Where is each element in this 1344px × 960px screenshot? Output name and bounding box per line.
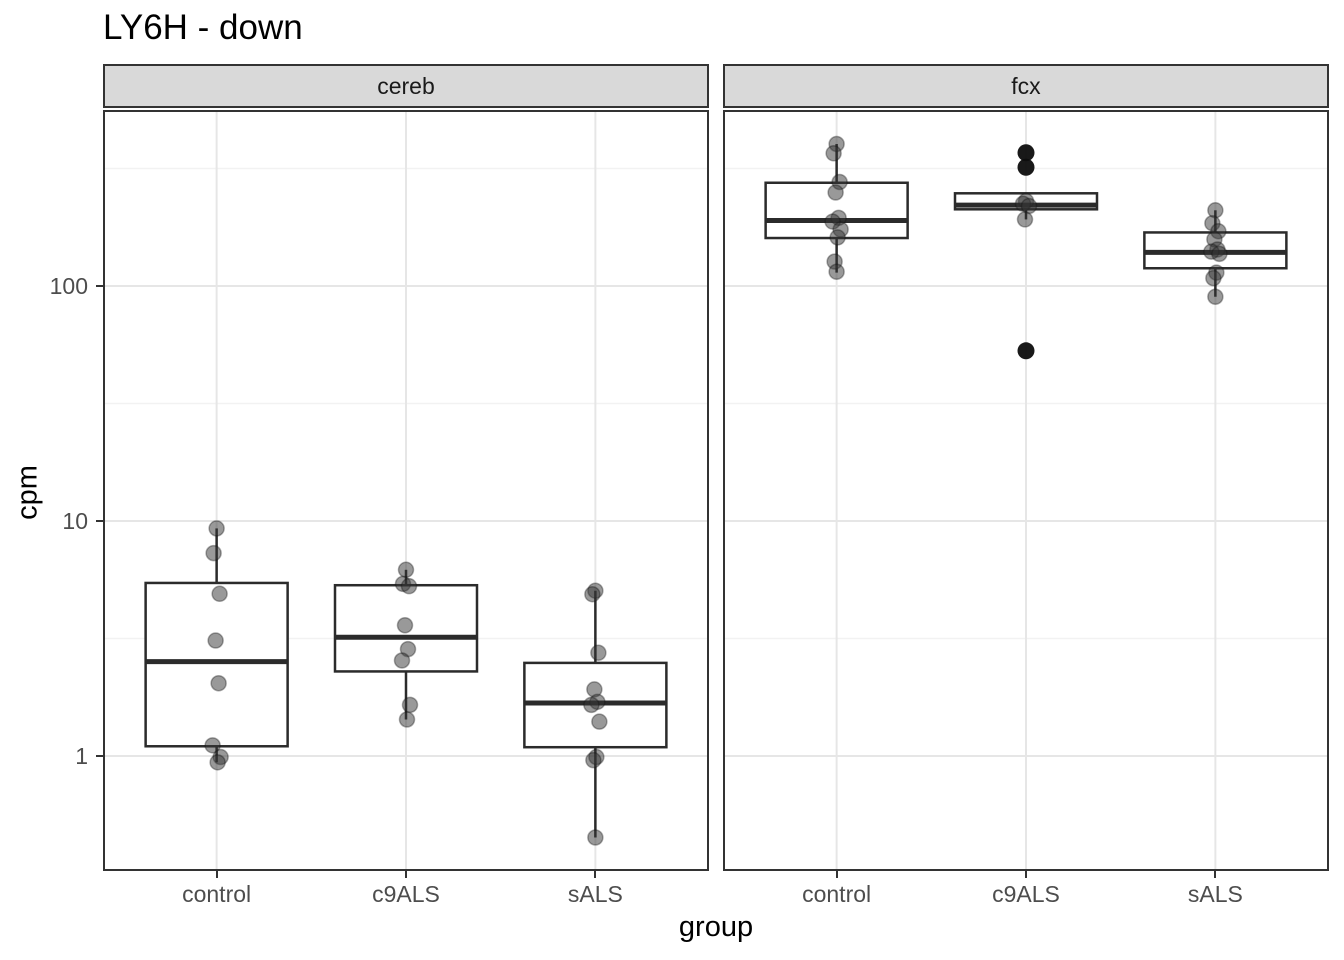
facet-fcx: fcx — [723, 64, 1329, 871]
data-point — [209, 754, 226, 771]
x-tick-label: sALS — [567, 881, 623, 907]
x-tick-label: c9ALS — [372, 881, 440, 907]
data-point — [401, 696, 419, 714]
plot-title: LY6H - down — [103, 8, 303, 47]
x-tick — [1214, 871, 1217, 878]
data-point — [210, 674, 227, 692]
data-point — [827, 184, 844, 201]
facet-strip-label: fcx — [1011, 72, 1041, 99]
y-tick — [96, 755, 103, 757]
data-point — [828, 263, 845, 280]
data-point — [585, 751, 602, 769]
data-point — [825, 145, 842, 162]
panel-border — [723, 110, 1329, 871]
panel-cereb — [103, 110, 709, 871]
data-point — [207, 632, 224, 649]
x-tick-label: c9ALS — [992, 881, 1060, 907]
outlier-point — [1017, 158, 1035, 176]
x-axis-title: group — [678, 911, 754, 943]
data-point — [398, 711, 416, 728]
x-tick-label: sALS — [1187, 881, 1243, 907]
data-point — [205, 544, 222, 562]
data-point — [211, 585, 228, 603]
y-tick-label: 100 — [49, 273, 88, 299]
data-point — [400, 577, 418, 595]
facet-strip-fcx: fcx — [723, 64, 1329, 108]
x-tick-label: control — [182, 881, 252, 907]
facet-cereb: cereb — [103, 64, 709, 871]
data-point — [587, 829, 604, 846]
y-tick-label: 1 — [75, 743, 88, 769]
data-point — [204, 737, 221, 754]
x-tick — [835, 871, 838, 878]
panel-border — [103, 110, 709, 871]
data-point — [591, 713, 608, 730]
x-tick — [1025, 871, 1027, 878]
data-point — [1207, 288, 1224, 306]
x-tick — [594, 871, 597, 878]
y-tick — [96, 285, 103, 287]
data-point — [584, 585, 601, 603]
data-point — [208, 520, 225, 537]
outlier-point — [1017, 144, 1035, 162]
box-iqr — [144, 581, 289, 748]
data-point — [397, 561, 415, 579]
x-tick-label: control — [802, 881, 872, 907]
facet-strip-label: cereb — [377, 72, 435, 99]
data-point — [396, 617, 414, 634]
y-tick — [96, 520, 103, 522]
data-point — [1016, 211, 1034, 228]
data-point — [583, 696, 600, 714]
data-point — [829, 229, 846, 246]
y-tick-label: 10 — [62, 508, 88, 534]
x-tick — [215, 871, 218, 878]
facet-strip-cereb: cereb — [103, 64, 709, 108]
data-point — [1205, 269, 1222, 287]
x-tick — [405, 871, 407, 878]
data-point — [393, 652, 411, 669]
data-point — [1020, 197, 1038, 215]
outlier-point — [1017, 342, 1035, 360]
data-point — [590, 644, 607, 662]
panel-fcx — [723, 110, 1329, 871]
data-point — [1211, 245, 1228, 263]
